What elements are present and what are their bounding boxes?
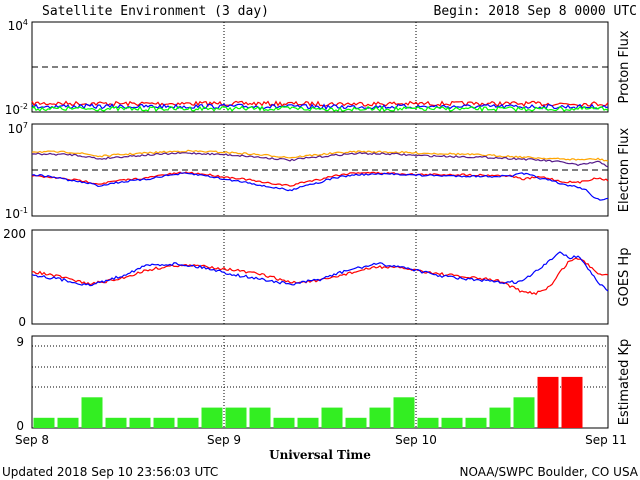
electron-series-group (31, 149, 609, 201)
goes-ymin-label: 0 (18, 315, 26, 329)
goes-ymax-label: 200 (3, 227, 26, 241)
x-axis-label: Universal Time (269, 448, 371, 462)
x-tick-sep8: Sep 8 (15, 433, 49, 447)
kp-ylabel: Estimated Kp (617, 339, 632, 426)
goes_hp-blue-line (31, 251, 609, 292)
proton-ylabel: Proton Flux (617, 30, 632, 103)
x-tick-sep11: Sep 11 (585, 433, 627, 447)
kp-ymax-label: 9 (16, 335, 24, 349)
kp-bar (129, 417, 151, 428)
kp-bar (393, 397, 415, 428)
electron-ylabel: Electron Flux (617, 127, 632, 212)
kp-bar (57, 417, 79, 428)
updated-timestamp: Updated 2018 Sep 10 23:56:03 UTC (2, 465, 218, 479)
electron-red-line (31, 171, 609, 187)
kp-bar (297, 417, 319, 428)
goes-ylabel: GOES Hp (617, 248, 632, 307)
kp-bar (33, 417, 55, 428)
kp-bar (417, 417, 439, 428)
kp-bar (153, 417, 175, 428)
goes-hp-panel (31, 229, 609, 325)
proton-ymin-label: 10-2 (5, 102, 28, 117)
electron-panel (31, 123, 609, 217)
kp-panel (31, 335, 609, 429)
begin-time: Begin: 2018 Sep 8 0000 UTC (434, 4, 638, 19)
kp-ymin-label: 0 (16, 419, 24, 433)
kp-bar (489, 407, 511, 428)
kp-bar (249, 407, 271, 428)
electron-orange-line (31, 149, 609, 162)
kp-bar (465, 417, 487, 428)
kp-bar (105, 417, 127, 428)
proton-green-line (31, 105, 609, 113)
kp-bar (273, 417, 295, 428)
kp-bar (81, 397, 103, 428)
electron-blue-line (31, 172, 609, 201)
kp-bar (345, 417, 367, 428)
kp-bar (201, 407, 223, 428)
kp-bar (561, 376, 583, 428)
kp-bar (513, 397, 535, 428)
electron-ymin-label: 10-1 (5, 206, 28, 221)
proton-panel (31, 21, 609, 113)
proton-series-group (31, 66, 609, 113)
proton-red-line (31, 100, 609, 107)
kp-bar (369, 407, 391, 428)
electron-purple-line (31, 151, 609, 168)
kp-bar (441, 417, 463, 428)
goes_hp-red-line (31, 257, 609, 296)
kp-bar (537, 376, 559, 428)
kp-bar (177, 417, 199, 428)
electron-ymax-label: 107 (8, 121, 28, 136)
proton-ymax-label: 104 (8, 18, 28, 33)
credit-text: NOAA/SWPC Boulder, CO USA (460, 465, 639, 479)
goes-series-group (31, 251, 609, 296)
kp-bars-group (33, 376, 583, 428)
chart-title: Satellite Environment (3 day) (42, 4, 269, 19)
kp-bar (225, 407, 247, 428)
x-tick-sep10: Sep 10 (395, 433, 437, 447)
x-tick-sep9: Sep 9 (207, 433, 241, 447)
kp-bar (321, 407, 343, 428)
